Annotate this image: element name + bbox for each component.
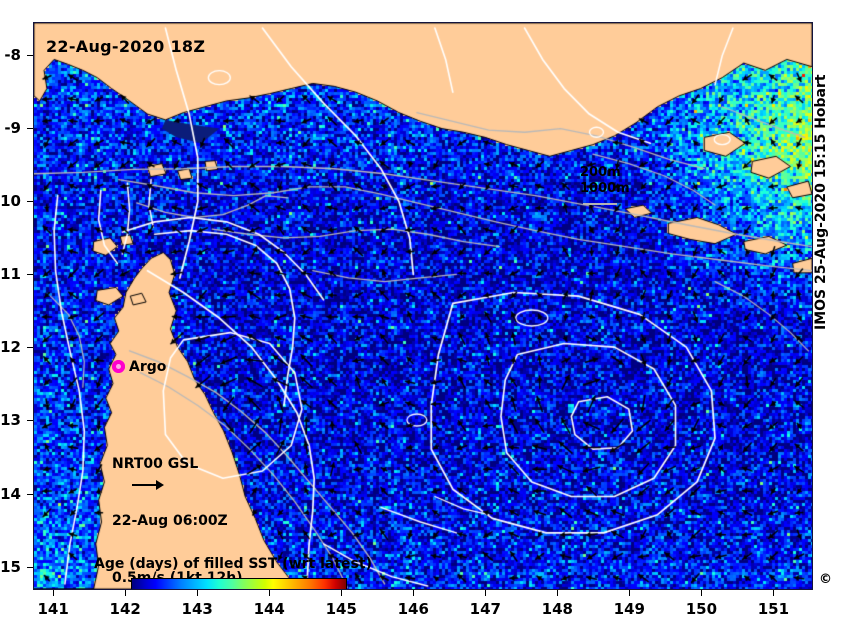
colorbar-gradient [131, 578, 347, 589]
x-tick-label: 147 [469, 600, 501, 618]
y-tick-mark [27, 127, 33, 129]
map-overlay-layer [34, 23, 812, 589]
y-tick-label: -14 [0, 484, 21, 503]
map-plot-area[interactable]: 22-Aug-2020 18Z 200m 1000m Argo NRT00 GS… [33, 22, 813, 590]
argo-marker-core-icon [116, 364, 121, 369]
y-tick-mark [27, 420, 33, 422]
x-tick-mark [485, 590, 487, 596]
x-tick-mark [125, 590, 127, 596]
x-tick-label: 148 [541, 600, 573, 618]
current-time-label: 22-Aug 06:00Z [112, 513, 228, 529]
copyright-icon: © [819, 572, 832, 587]
x-tick-mark [773, 590, 775, 596]
depth-legend-rule [583, 203, 617, 205]
map-canvas-container [34, 23, 812, 589]
y-tick-mark [27, 201, 33, 203]
credit-text: IMOS 25-Aug-2020 15:15 Hobart [813, 74, 829, 330]
colorbar-title: Age (days) of filled SST (wrt latest) [94, 556, 372, 572]
depth-label-1000m: 1000m [580, 181, 630, 196]
colorbar-legend: Age (days) of filled SST (wrt latest) 00… [94, 556, 372, 589]
x-tick-label: 151 [757, 600, 790, 618]
x-tick-mark [269, 590, 271, 596]
current-source-label: NRT00 GSL [112, 456, 199, 472]
x-tick-label: 150 [685, 600, 718, 618]
x-tick-mark [629, 590, 631, 596]
x-tick-mark [53, 590, 55, 596]
x-tick-mark [413, 590, 415, 596]
y-tick-label: -12 [0, 338, 21, 357]
x-tick-mark [701, 590, 703, 596]
x-tick-label: 146 [397, 600, 429, 618]
x-tick-mark [197, 590, 199, 596]
y-tick-label: -8 [4, 45, 21, 64]
depth-label-200m: 200m [580, 165, 621, 180]
map-title-date: 22-Aug-2020 18Z [46, 37, 206, 56]
y-tick-mark [27, 274, 33, 276]
x-tick-mark [341, 590, 343, 596]
y-tick-label: -10 [0, 192, 21, 211]
y-tick-label: -9 [4, 118, 21, 137]
y-tick-label: -11 [0, 265, 21, 284]
x-tick-label: 149 [613, 600, 645, 618]
x-tick-mark [557, 590, 559, 596]
depth-contour-labels: 200m 1000m [580, 165, 630, 197]
y-tick-mark [27, 54, 33, 56]
x-tick-label: 142 [109, 600, 141, 618]
y-tick-label: -15 [0, 557, 21, 576]
y-tick-mark [27, 493, 33, 495]
x-tick-label: 141 [37, 600, 69, 618]
x-tick-label: 145 [325, 600, 357, 618]
x-tick-label: 144 [253, 600, 285, 618]
y-tick-label: -13 [0, 411, 21, 430]
y-tick-mark [27, 347, 33, 349]
current-scale-arrow-icon [132, 479, 172, 491]
argo-label: Argo [129, 359, 167, 375]
y-tick-mark [27, 566, 33, 568]
x-tick-label: 143 [181, 600, 213, 618]
